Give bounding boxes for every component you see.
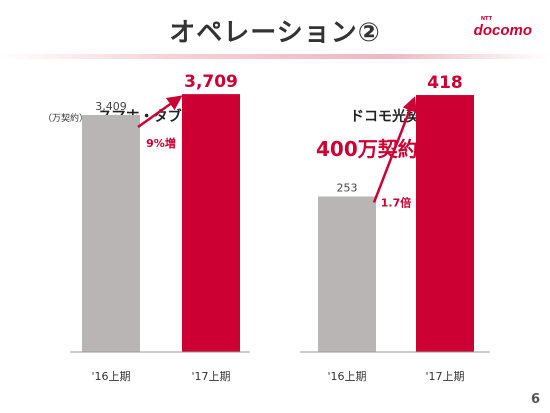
growth-arrow bbox=[137, 95, 183, 129]
logo-ntt-mark: NTT bbox=[480, 16, 492, 22]
page-number: 6 bbox=[530, 392, 540, 407]
bar-prior bbox=[318, 196, 376, 352]
unit-label: （万契約） bbox=[43, 114, 89, 124]
bar-current bbox=[416, 95, 474, 352]
chart-smartphone: 3,409 '16上期 3,709 '17上期 9%増 bbox=[70, 72, 250, 383]
bar-current bbox=[182, 94, 240, 352]
bar-prior bbox=[82, 114, 140, 352]
category-label: '16上期 bbox=[91, 370, 130, 383]
category-label: '17上期 bbox=[425, 370, 464, 383]
logo-wordmark: docomo bbox=[473, 22, 532, 39]
data-label-current: 418 bbox=[427, 73, 463, 93]
growth-label: 9%増 bbox=[146, 136, 176, 150]
chart-hikari: 253 '16上期 418 '17上期 1.7倍 bbox=[300, 73, 490, 383]
growth-arrow bbox=[372, 96, 417, 203]
data-label-prior: 3,409 bbox=[95, 100, 127, 113]
title-divider bbox=[0, 54, 550, 59]
docomo-logo: NTT docomo bbox=[473, 16, 532, 39]
data-label-prior: 253 bbox=[337, 181, 358, 194]
growth-label: 1.7倍 bbox=[381, 195, 412, 209]
category-label: '16上期 bbox=[327, 370, 366, 383]
category-label: '17上期 bbox=[191, 370, 230, 383]
data-label-current: 3,709 bbox=[184, 72, 238, 92]
slide-title: オペレーション② bbox=[169, 18, 381, 48]
